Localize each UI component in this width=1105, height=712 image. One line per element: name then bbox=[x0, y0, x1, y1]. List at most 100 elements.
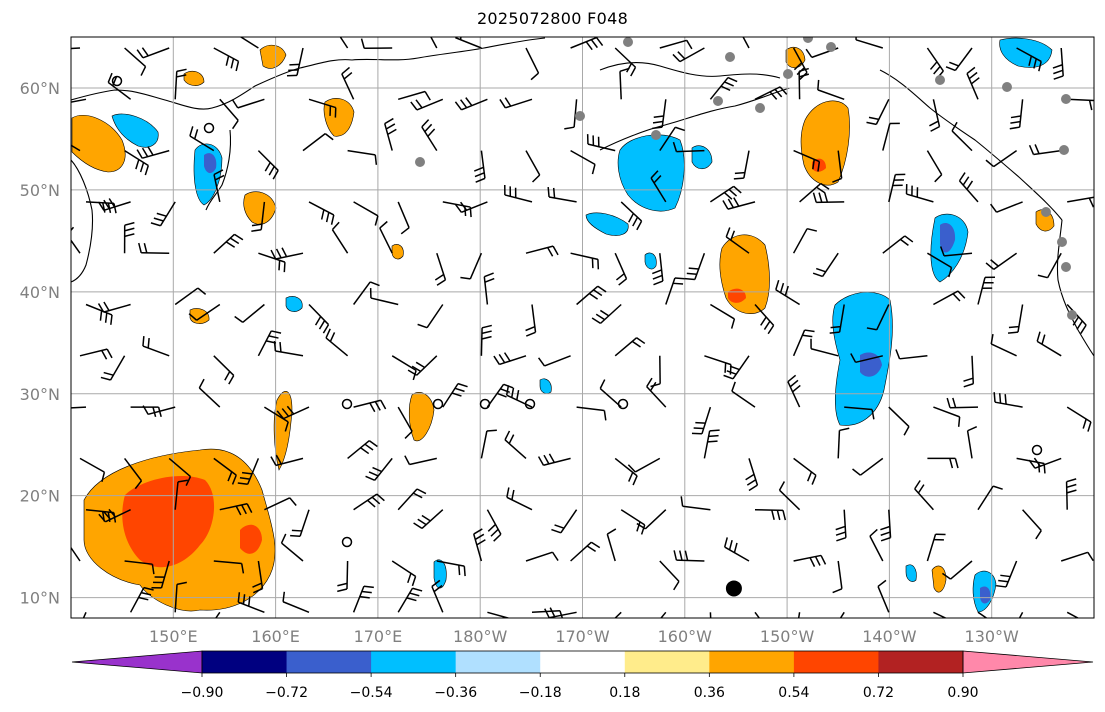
wind-barb bbox=[914, 480, 934, 511]
wind-barb bbox=[817, 79, 845, 101]
wind-barb bbox=[198, 378, 221, 408]
wind-barb bbox=[837, 427, 850, 459]
lon-tick-label: 140°W bbox=[862, 627, 917, 646]
wind-barb bbox=[731, 381, 756, 408]
wind-barb bbox=[926, 533, 946, 562]
wind-barb bbox=[570, 252, 600, 270]
coastline bbox=[1056, 219, 1094, 357]
colorbar-cells bbox=[71, 650, 1094, 674]
wind-barb bbox=[636, 509, 667, 530]
wind-barb bbox=[258, 252, 286, 273]
wind-barb bbox=[384, 117, 397, 151]
wind-barb bbox=[812, 252, 839, 278]
colorbar-cell bbox=[709, 651, 795, 673]
lon-tick-label: 170°W bbox=[555, 627, 610, 646]
wind-barb bbox=[331, 221, 349, 254]
station-dot bbox=[1061, 94, 1071, 104]
wind-barb bbox=[71, 47, 81, 50]
wind-barb bbox=[926, 150, 943, 183]
wind-barb bbox=[85, 303, 113, 325]
wind-barb bbox=[151, 560, 170, 589]
wind-barb bbox=[812, 192, 845, 204]
wind-barb bbox=[985, 252, 1018, 270]
wind-barb bbox=[124, 149, 150, 176]
wind-barb bbox=[1028, 457, 1062, 469]
wind-barb bbox=[1037, 252, 1062, 279]
field-patch bbox=[323, 98, 355, 137]
wind-barb bbox=[290, 509, 310, 537]
lon-tick-label: 150°W bbox=[760, 627, 815, 646]
wind-barb bbox=[1036, 331, 1062, 357]
wind-barb bbox=[136, 146, 170, 159]
wind-barb bbox=[174, 581, 187, 613]
wind-barb bbox=[79, 348, 113, 360]
wind-barb bbox=[270, 247, 304, 260]
wind-barb bbox=[680, 496, 711, 511]
station-dot bbox=[1002, 82, 1012, 92]
colorbar-cell bbox=[878, 651, 964, 673]
wind-barb bbox=[619, 67, 630, 100]
wind-barb bbox=[79, 457, 106, 483]
lat-tick-label: 30°N bbox=[20, 385, 60, 404]
wind-barb bbox=[659, 126, 685, 152]
wind-barb bbox=[505, 385, 533, 408]
wind-barb bbox=[733, 150, 750, 180]
wind-barb bbox=[150, 201, 176, 227]
station-dot bbox=[725, 52, 735, 62]
wind-barb bbox=[97, 198, 131, 212]
wind-barb bbox=[483, 272, 495, 305]
wind-barb bbox=[614, 457, 638, 486]
colorbar-label: −0.36 bbox=[434, 685, 477, 701]
lat-tick-label: 10°N bbox=[20, 589, 60, 608]
wind-barb bbox=[725, 227, 750, 254]
field-patch bbox=[860, 352, 882, 377]
wind-barb bbox=[797, 612, 801, 618]
wind-barb bbox=[264, 406, 289, 432]
wind-barb bbox=[880, 509, 892, 542]
wind-barb bbox=[792, 227, 818, 254]
wind-barb bbox=[888, 173, 906, 203]
wind-barb bbox=[264, 497, 297, 511]
wind-barb bbox=[174, 287, 207, 306]
wind-barb bbox=[722, 197, 756, 210]
wind-barb bbox=[352, 585, 374, 613]
station-dot bbox=[651, 130, 661, 140]
wind-barb bbox=[570, 541, 601, 562]
wind-barb bbox=[754, 611, 761, 618]
wind-barb bbox=[215, 611, 221, 618]
wind-barb bbox=[417, 304, 444, 329]
wind-barb bbox=[454, 201, 488, 213]
wind-barb bbox=[1016, 47, 1042, 72]
wind-barb bbox=[525, 304, 537, 337]
lon-tick-label: 150°E bbox=[149, 627, 198, 646]
wind-barb bbox=[703, 429, 720, 459]
wind-barb bbox=[895, 349, 928, 360]
colorbar-label: −0.18 bbox=[519, 685, 562, 701]
colorbar-label: 0.36 bbox=[694, 685, 725, 701]
wind-barb bbox=[832, 560, 843, 594]
field-patch bbox=[285, 296, 303, 312]
wind-barb bbox=[506, 487, 533, 511]
field-patch bbox=[111, 113, 159, 148]
lon-tick-label: 160°W bbox=[658, 627, 713, 646]
colorbar-cell bbox=[793, 651, 879, 673]
field-patch bbox=[931, 565, 947, 593]
wind-barb bbox=[646, 377, 667, 408]
wind-barb bbox=[754, 86, 788, 100]
wind-barb bbox=[650, 170, 667, 203]
coastline bbox=[71, 59, 353, 110]
shaded-field-layer bbox=[71, 37, 1055, 613]
wind-barb bbox=[280, 533, 304, 562]
wind-barb bbox=[219, 503, 253, 516]
wind-barb bbox=[977, 276, 996, 305]
wind-barb bbox=[404, 455, 437, 466]
large-station-marker bbox=[725, 580, 742, 597]
wind-barb bbox=[124, 457, 143, 490]
wind-barb bbox=[659, 560, 680, 591]
wind-barb bbox=[723, 355, 750, 380]
wind-barb bbox=[882, 235, 914, 254]
wind-barb bbox=[599, 379, 622, 408]
station-ring bbox=[432, 398, 444, 410]
wind-barb bbox=[257, 150, 279, 180]
colorbar-cell bbox=[202, 651, 288, 673]
